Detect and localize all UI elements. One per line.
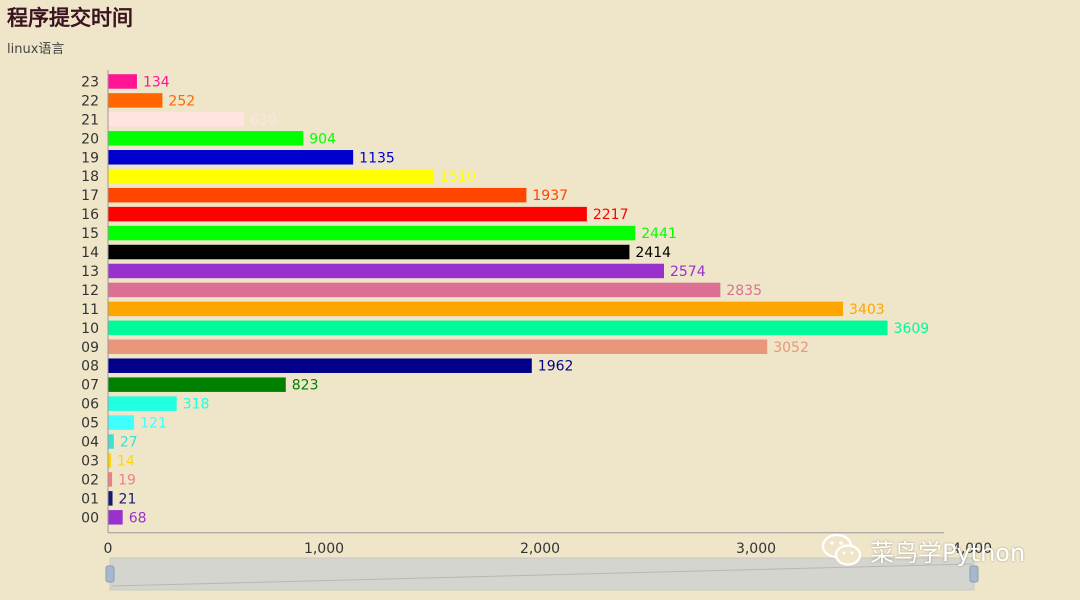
value-label: 21 bbox=[119, 491, 137, 507]
category-label: 05 bbox=[81, 416, 99, 432]
datazoom-shadow-line bbox=[111, 563, 973, 587]
value-label: 2441 bbox=[641, 226, 677, 242]
bar bbox=[108, 187, 527, 203]
category-label: 04 bbox=[81, 435, 99, 451]
category-label: 17 bbox=[81, 188, 99, 204]
category-label: 23 bbox=[81, 74, 99, 90]
bar bbox=[108, 396, 177, 411]
value-label: 14 bbox=[117, 453, 135, 469]
watermark: 菜鸟学Python bbox=[820, 532, 1025, 568]
bar bbox=[108, 472, 113, 487]
value-label: 2217 bbox=[593, 207, 629, 223]
value-label: 904 bbox=[309, 131, 336, 147]
datazoom-track bbox=[109, 557, 975, 591]
bar bbox=[108, 131, 304, 146]
value-label: 1937 bbox=[532, 188, 568, 204]
category-label: 06 bbox=[81, 397, 99, 413]
bar bbox=[108, 434, 114, 449]
category-label: 01 bbox=[81, 491, 99, 507]
value-label: 3609 bbox=[894, 321, 930, 337]
category-label: 12 bbox=[81, 283, 99, 299]
category-label: 08 bbox=[81, 359, 99, 375]
datazoom-handle-right[interactable] bbox=[969, 565, 979, 583]
category-label: 00 bbox=[81, 510, 99, 526]
category-label: 03 bbox=[81, 453, 99, 469]
category-label: 11 bbox=[81, 302, 99, 318]
category-label: 09 bbox=[81, 340, 99, 356]
category-label: 22 bbox=[81, 93, 99, 109]
category-label: 16 bbox=[81, 207, 99, 223]
category-label: 02 bbox=[81, 472, 99, 488]
bar bbox=[108, 150, 354, 165]
datazoom-handle-left[interactable] bbox=[105, 565, 115, 583]
x-tick-label: 0 bbox=[104, 541, 113, 557]
value-label: 27 bbox=[120, 435, 138, 451]
value-label: 1962 bbox=[538, 359, 574, 375]
value-label: 121 bbox=[140, 416, 167, 432]
wechat-icon bbox=[821, 533, 862, 566]
bar bbox=[108, 263, 664, 279]
category-label: 15 bbox=[81, 226, 99, 242]
bar bbox=[108, 206, 587, 222]
bar bbox=[108, 93, 163, 108]
x-tick-label: 4,000 bbox=[952, 541, 992, 557]
value-label: 2414 bbox=[635, 245, 671, 261]
bar bbox=[108, 491, 113, 506]
category-label: 14 bbox=[81, 245, 99, 261]
bar bbox=[108, 74, 137, 89]
bar bbox=[108, 510, 123, 525]
value-label: 68 bbox=[129, 510, 147, 526]
bar bbox=[108, 415, 135, 430]
category-label: 18 bbox=[81, 169, 99, 185]
chart-subtitle: linux语言 bbox=[7, 42, 65, 57]
x-tick-label: 2,000 bbox=[520, 541, 560, 557]
value-label: 1135 bbox=[359, 150, 395, 166]
bar bbox=[108, 339, 768, 355]
value-label: 2574 bbox=[670, 264, 706, 280]
value-label: 19 bbox=[118, 472, 136, 488]
value-label: 2835 bbox=[726, 283, 762, 299]
value-label: 252 bbox=[168, 93, 195, 109]
bar bbox=[108, 225, 636, 241]
value-label: 630 bbox=[250, 112, 277, 128]
bar bbox=[108, 377, 286, 392]
category-label: 13 bbox=[81, 264, 99, 280]
category-label: 07 bbox=[81, 378, 99, 394]
category-label: 19 bbox=[81, 150, 99, 166]
value-label: 3052 bbox=[773, 340, 809, 356]
value-label: 134 bbox=[143, 74, 170, 90]
bar bbox=[108, 301, 844, 317]
datazoom-slider[interactable] bbox=[105, 557, 979, 591]
value-label: 1510 bbox=[440, 169, 476, 185]
watermark-text: 菜鸟学Python bbox=[870, 538, 1026, 567]
category-label: 21 bbox=[81, 112, 99, 128]
value-label: 3403 bbox=[849, 302, 885, 318]
bar bbox=[108, 168, 435, 184]
category-label: 10 bbox=[81, 321, 99, 337]
bar bbox=[108, 358, 532, 373]
chart-title: 程序提交时间 bbox=[7, 6, 133, 30]
x-tick-label: 1,000 bbox=[304, 541, 344, 557]
bar bbox=[108, 320, 888, 336]
value-label: 318 bbox=[183, 397, 210, 413]
bar bbox=[108, 244, 630, 260]
bar bbox=[108, 453, 112, 468]
bar bbox=[108, 282, 721, 298]
category-label: 20 bbox=[81, 131, 99, 147]
bar bbox=[108, 112, 245, 127]
value-label: 823 bbox=[292, 378, 319, 394]
x-tick-label: 3,000 bbox=[736, 541, 776, 557]
